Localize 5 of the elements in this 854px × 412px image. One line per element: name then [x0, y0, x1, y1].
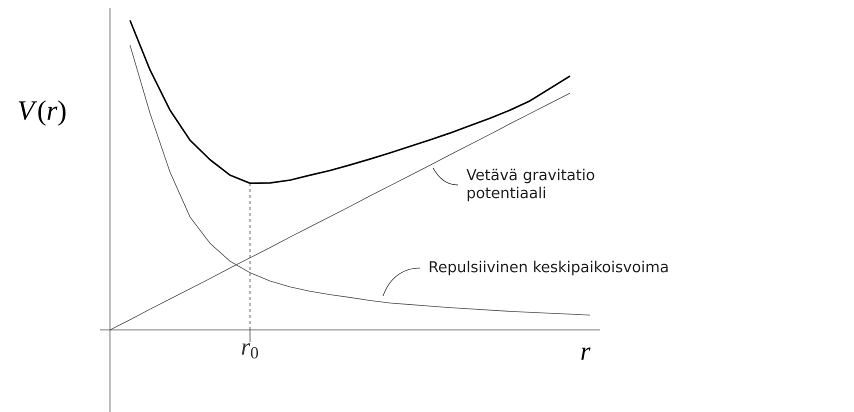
annotation: Repulsiivinen keskipaikoisvoima [430, 260, 668, 276]
annotation: Vetävä gravitatio potentiaali [466, 168, 594, 202]
text: r$_{0}$ [242, 343, 258, 358]
x-axis-title: r [581, 347, 590, 360]
y-axis-title: V(r) [18, 100, 66, 126]
